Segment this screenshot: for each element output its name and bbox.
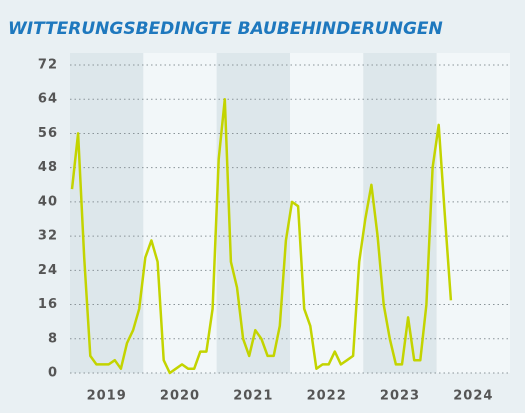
x-tick-label: 2022 [307, 389, 347, 404]
y-tick-label: 32 [38, 229, 58, 244]
year-band [436, 53, 510, 373]
chart-title: WITTERUNGSBEDINGTE BAUBEHINDERUNGEN [8, 19, 443, 39]
y-tick-label: 40 [38, 194, 58, 209]
x-tick-label: 2024 [453, 389, 493, 404]
y-tick-label: 48 [38, 160, 58, 175]
year-band [290, 53, 364, 373]
data-line [70, 97, 453, 375]
x-tick-label: 2020 [160, 389, 200, 404]
y-tick-label: 16 [38, 297, 58, 312]
x-tick-label: 2023 [380, 389, 420, 404]
y-tick-label: 8 [48, 331, 58, 346]
year-band [143, 53, 217, 373]
y-tick-label: 0 [48, 366, 58, 381]
y-tick-label: 24 [38, 263, 58, 278]
y-tick-label: 56 [38, 126, 58, 141]
x-tick-label: 2021 [233, 389, 273, 404]
x-tick-label: 2019 [87, 389, 127, 404]
y-tick-label: 72 [38, 58, 58, 73]
y-tick-label: 64 [38, 92, 58, 107]
